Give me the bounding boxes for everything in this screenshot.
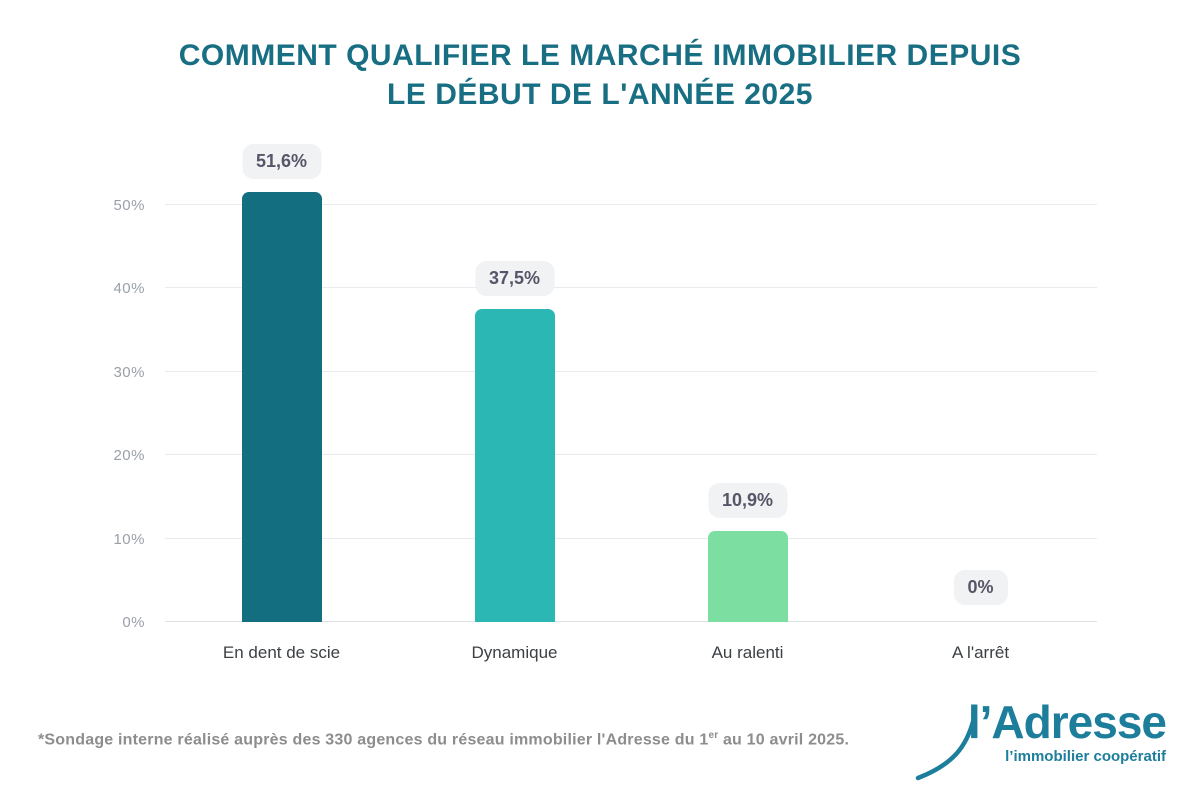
logo-a-swoosh-icon xyxy=(915,718,977,781)
logo-tagline: l’immobilier coopératif xyxy=(1005,748,1166,765)
value-badge: 51,6% xyxy=(241,143,322,179)
x-axis-label: Au ralenti xyxy=(711,643,784,662)
chart-title: COMMENT QUALIFIER LE MARCHÉ IMMOBILIER D… xyxy=(0,36,1200,114)
gridline xyxy=(165,204,1097,205)
bar xyxy=(474,309,555,622)
y-axis-tick-label: 10% xyxy=(113,530,145,548)
chart-column: 0% A l'arrêt xyxy=(864,205,1097,662)
gridline xyxy=(165,370,1097,372)
footnote-text-suffix: au 10 avril 2025. xyxy=(718,731,850,749)
value-badge: 37,5% xyxy=(474,261,555,297)
value-badge: 10,9% xyxy=(707,483,788,519)
chart-title-line-1: COMMENT QUALIFIER LE MARCHÉ IMMOBILIER D… xyxy=(178,39,1022,72)
footnote-text: *Sondage interne réalisé auprès des 330 … xyxy=(38,731,709,749)
chart-title-line-2: LE DÉBUT DE L'ANNÉE 2025 xyxy=(387,78,813,111)
chart-column: 37,5% Dynamique xyxy=(398,205,631,662)
chart-plot-area: 0% 10% 20% 30% 40% 50% 51,6% En dent de scie 37,… xyxy=(113,143,1097,662)
gridline xyxy=(165,621,1097,622)
y-axis-tick-label: 30% xyxy=(113,363,145,381)
x-axis-label: A l'arrêt xyxy=(951,643,1010,662)
value-badge: 0% xyxy=(953,570,1008,605)
y-axis-tick-label: 40% xyxy=(113,280,145,298)
y-axis-tick-label: 0% xyxy=(122,614,145,631)
footnote: *Sondage interne réalisé auprès des 330 … xyxy=(38,730,849,749)
bar xyxy=(241,191,322,622)
bar xyxy=(707,531,788,622)
y-axis-tick-label: 50% xyxy=(113,197,145,214)
gridline xyxy=(165,287,1097,289)
logo-wordmark: l’Adresse xyxy=(967,696,1167,748)
gridline xyxy=(165,454,1097,456)
chart-column: 10,9% Au ralenti xyxy=(631,205,864,662)
x-axis-label: En dent de scie xyxy=(222,643,341,662)
ladresse-logo: l’Adresse l’immobilier coopératif xyxy=(894,696,1167,788)
gridline xyxy=(165,537,1097,539)
chart-column: 51,6% En dent de scie xyxy=(165,143,398,662)
x-axis-label: Dynamique xyxy=(471,643,558,662)
y-axis-tick-label: 20% xyxy=(113,447,145,465)
footnote-superscript: er xyxy=(708,730,719,741)
